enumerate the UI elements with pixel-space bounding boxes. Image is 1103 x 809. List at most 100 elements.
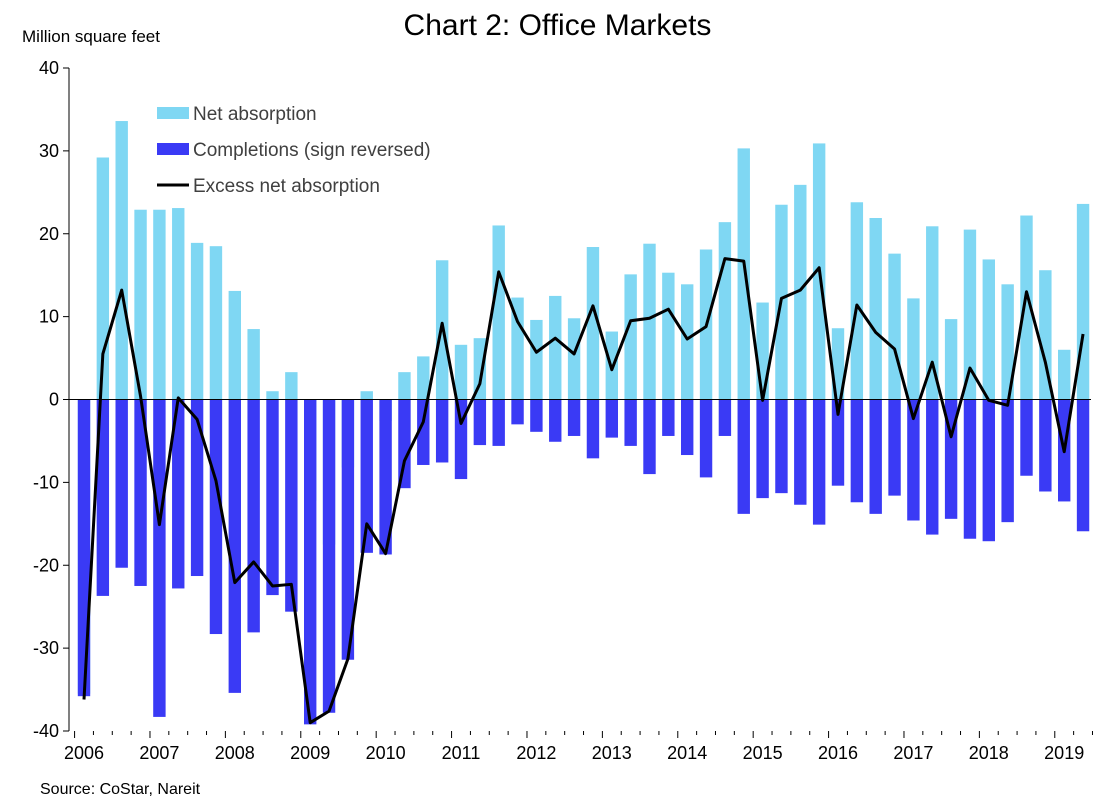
completions-bar [567,399,581,436]
net-absorption-bar [360,391,373,400]
x-tick-label: 2006 [64,743,104,763]
completions-bar [869,399,882,514]
completions-bar [1020,399,1033,476]
completions-bar [850,399,864,503]
completions-bar [586,399,600,459]
completions-bar [718,399,732,436]
completions-bar [398,399,411,489]
net-absorption-bar [190,242,204,400]
completions-bar [511,399,524,425]
net-absorption-bar [737,148,750,400]
source-note: Source: CoStar, Nareit [40,781,201,798]
completions-bar [662,399,675,436]
completions-bar [341,399,355,660]
net-absorption-bar [134,209,147,400]
completions-bar [360,399,373,553]
net-absorption-bar [850,202,864,400]
net-absorption-bar [398,372,411,400]
net-absorption-bar [209,246,223,400]
x-tick-label: 2015 [743,743,783,763]
completions-bar [247,399,260,633]
net-absorption-bar [511,297,524,400]
y-axis-unit-label: Million square feet [22,27,160,46]
completions-bar [926,399,939,535]
net-absorption-bar [944,319,958,400]
completions-bar [115,399,128,568]
completions-bar [624,399,637,446]
x-tick-label: 2007 [139,743,179,763]
completions-bar [643,399,656,475]
net-absorption-bar [1020,215,1033,400]
completions-bar [681,399,694,456]
net-absorption-bar [228,290,241,400]
x-tick-label: 2018 [969,743,1009,763]
net-absorption-bar [454,344,468,400]
net-absorption-bar [266,391,279,400]
net-absorption-bar [549,295,562,400]
x-tick-label: 2017 [893,743,933,763]
y-tick-label: 0 [49,390,59,410]
net-absorption-bar [530,319,543,400]
chart-title: Chart 2: Office Markets [403,9,712,42]
completions-bar [812,399,826,525]
x-tick-label: 2008 [215,743,255,763]
net-absorption-bar [718,222,732,400]
completions-bar [888,399,901,496]
completions-bar [96,399,110,596]
net-absorption-bar [662,272,675,400]
net-absorption-bar [907,298,920,400]
completions-bar [435,399,449,463]
completions-bar [1001,399,1014,523]
completions-bar [153,399,166,717]
net-absorption-bar [963,229,977,400]
y-tick-label: 30 [39,141,59,161]
completions-bar [417,399,430,465]
net-absorption-bar [888,253,901,400]
y-tick-label: 10 [39,307,59,327]
completions-bar [77,399,91,697]
net-absorption-bar [115,121,128,400]
net-absorption-bar [153,209,166,400]
completions-bar [794,399,807,505]
legend-label-excess-net-absorption: Excess net absorption [193,176,380,197]
completions-bar [699,399,713,478]
completions-bar [549,399,562,442]
completions-bar [737,399,750,514]
net-absorption-bar [473,338,487,400]
net-absorption-bar [1001,284,1014,400]
completions-bar [775,399,788,494]
legend-label-net-absorption: Net absorption [193,104,317,125]
y-tick-label: -30 [33,638,59,658]
bars-layer [77,121,1090,725]
net-absorption-bar [926,226,939,400]
completions-bar [1076,399,1090,532]
x-tick-label: 2009 [290,743,330,763]
completions-bar [756,399,769,499]
completions-bar [209,399,223,635]
legend-swatch-completions [157,143,189,155]
net-absorption-bar [624,274,637,400]
completions-bar [228,399,241,693]
completions-bar [266,399,279,596]
legend-swatch-net-absorption [157,107,189,119]
completions-bar [172,399,185,589]
y-tick-label: 20 [39,224,59,244]
completions-bar [963,399,977,539]
completions-bar [285,399,298,612]
x-tick-label: 2013 [592,743,632,763]
completions-bar [322,399,336,713]
y-tick-label: -20 [33,555,59,575]
y-tick-label: 40 [39,58,59,78]
net-absorption-bar [681,284,694,400]
net-absorption-bar [567,318,581,400]
x-tick-label: 2014 [667,743,707,763]
net-absorption-bar [869,218,882,400]
net-absorption-bar [247,329,260,400]
excess-net-absorption-line [82,257,1085,725]
x-tick-label: 2011 [442,743,481,763]
net-absorption-bar [1039,270,1052,400]
legend-label-completions: Completions (sign reversed) [193,140,431,161]
y-tick-label: -10 [33,472,59,492]
net-absorption-bar [586,247,600,400]
completions-bar [492,399,505,446]
